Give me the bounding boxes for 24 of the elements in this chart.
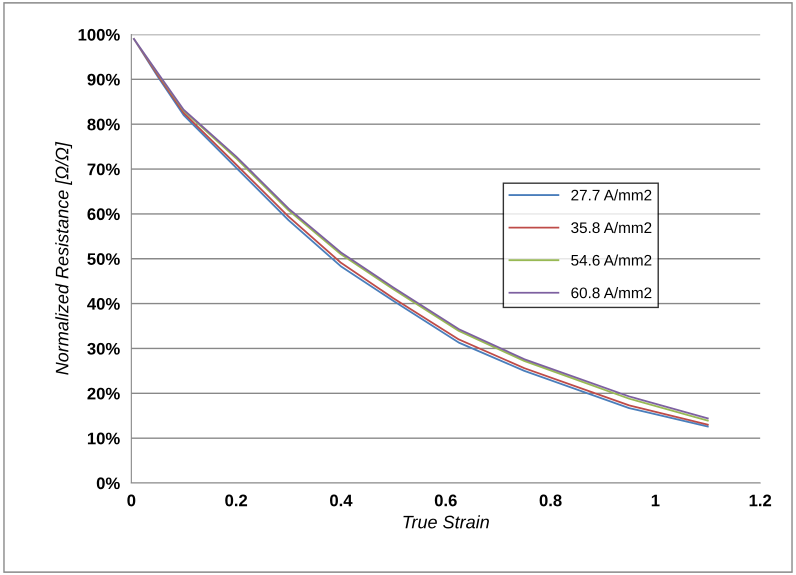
legend-label: 60.8 A/mm2 <box>571 287 652 298</box>
x-tick-label: 0.6 <box>434 494 457 506</box>
x-tick-label: 1 <box>652 494 660 506</box>
y-tick-label: 70% <box>88 163 120 176</box>
y-tick-label: 100% <box>78 28 120 41</box>
y-tick-label: 90% <box>87 74 120 86</box>
x-tick-label: 0.4 <box>330 494 352 506</box>
legend-label: 54.6 A/mm2 <box>571 254 652 266</box>
y-tick-label: 40% <box>87 298 120 310</box>
y-axis-title: Normalized Resistance [Ω/Ω] <box>55 142 72 375</box>
y-tick-label: 20% <box>87 388 120 400</box>
x-tick-label: 1.2 <box>750 494 772 506</box>
legend-label: 27.7 A/mm2 <box>571 189 652 201</box>
x-axis-title: True Strain <box>403 515 489 528</box>
y-tick-label: 50% <box>87 253 120 265</box>
y-tick-label: 80% <box>87 118 120 130</box>
y-tick-label: 0% <box>96 477 120 490</box>
y-tick-label: 10% <box>88 432 120 444</box>
x-tick-label: 0.8 <box>540 494 562 506</box>
x-tick-label: 0.2 <box>225 494 248 506</box>
legend-label: 35.8 A/mm2 <box>571 222 652 234</box>
y-tick-label: 60% <box>87 208 120 220</box>
y-tick-label: 30% <box>87 342 120 355</box>
x-tick-label: 0 <box>127 494 136 506</box>
